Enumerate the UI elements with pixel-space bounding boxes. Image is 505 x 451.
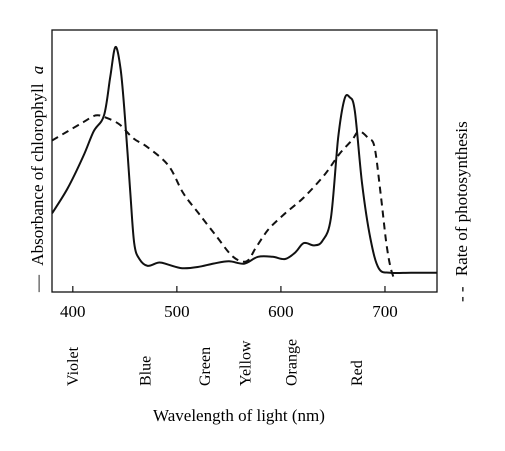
x-tick-label: 700 [372, 302, 398, 321]
svg-text:— Absorbance of chloroph: — Absorbance of chlorophyll a [28, 66, 47, 293]
x-ticks: 400 500 600 700 [60, 286, 398, 321]
color-band-labels: Violet Blue Green Yellow Orange Red [65, 339, 366, 386]
color-band-label: Yellow [238, 340, 255, 386]
right-axis-label: Rate of photosynthesis [452, 121, 471, 276]
color-band-label: Green [197, 347, 214, 386]
x-tick-label: 500 [164, 302, 190, 321]
series-lines [52, 45, 437, 280]
left-axis-label: Absorbance of chlorophyll [28, 83, 47, 266]
color-band-label: Blue [138, 356, 155, 386]
y-axis-left-title: — Absorbance of chlorophyll a [28, 66, 47, 293]
x-tick-label: 600 [268, 302, 294, 321]
left-legend-marker: — [28, 274, 47, 293]
right-legend-marker: - - [452, 286, 471, 302]
left-axis-label-italic: a [28, 66, 47, 75]
y-axis-right-title: - - Rate of photosynthesis [452, 121, 471, 302]
color-band-label: Red [349, 360, 366, 386]
color-band-label: Violet [65, 346, 82, 386]
plot-frame [51, 29, 438, 293]
chlorophyll-absorbance-line [52, 45, 437, 275]
color-band-label: Orange [283, 339, 300, 386]
photosynthesis-rate-line [52, 114, 396, 280]
x-axis-title: Wavelength of light (nm) [153, 406, 325, 425]
x-tick-label: 400 [60, 302, 86, 321]
svg-text:- - Rate of photosynthes: - - Rate of photosynthesis [452, 121, 471, 302]
